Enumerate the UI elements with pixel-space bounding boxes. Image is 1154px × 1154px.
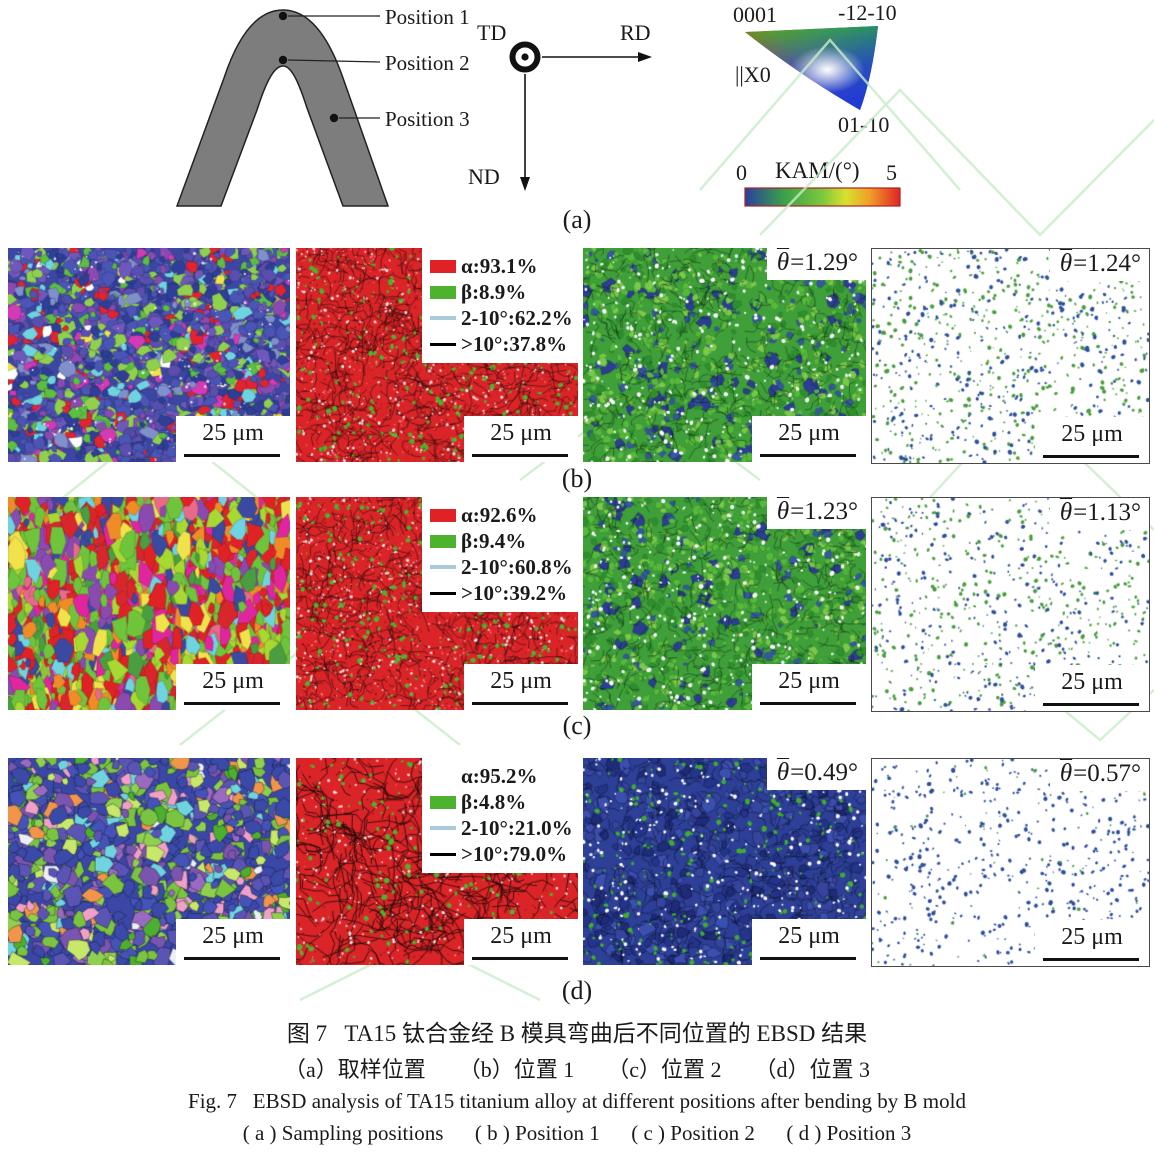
substructure-map-position-3: θ=0.57° 25 μm bbox=[871, 758, 1150, 967]
nd-arrowhead bbox=[520, 177, 530, 191]
kam-colorbar bbox=[744, 187, 901, 207]
ipf-axis-label: ||X0 bbox=[735, 62, 771, 87]
position-1-dot bbox=[278, 11, 288, 21]
ipf-corner-0001: 0001 bbox=[733, 2, 777, 27]
substructure-map-position-2: θ=1.13° 25 μm bbox=[871, 497, 1150, 712]
scale-bar: 25 μm bbox=[176, 664, 290, 710]
scale-bar: 25 μm bbox=[752, 664, 866, 710]
phase-legend: α:92.6% β:9.4% 2-10°:60.8% >10°:39.2% bbox=[422, 497, 578, 612]
phase-map-position-2: α:92.6% β:9.4% 2-10°:60.8% >10°:39.2% 25… bbox=[296, 497, 578, 710]
mean-kam-annotation: θ=1.24° bbox=[1049, 249, 1149, 281]
row-d-label: (d) bbox=[561, 976, 593, 1005]
position-1-label: Position 1 bbox=[385, 5, 470, 29]
hagb-swatch bbox=[430, 591, 456, 595]
beta-swatch bbox=[430, 534, 456, 548]
bent-part-outline bbox=[175, 9, 390, 207]
panel-a-label: (a) bbox=[562, 205, 592, 234]
hagb-swatch bbox=[430, 342, 456, 346]
kam-map-position-1: θ=1.29° 25 μm bbox=[583, 248, 866, 462]
td-axis-label: TD bbox=[477, 20, 506, 45]
kam-bar-min: 0 bbox=[736, 160, 747, 185]
scale-bar: 25 μm bbox=[1035, 920, 1149, 966]
td-dot bbox=[521, 53, 529, 61]
rd-arrowhead bbox=[638, 52, 652, 62]
alpha-swatch bbox=[430, 259, 456, 273]
kam-map-position-2: θ=1.23° 25 μm bbox=[583, 497, 866, 710]
position-3-label: Position 3 bbox=[385, 107, 470, 131]
mean-kam-annotation: θ=0.57° bbox=[1049, 759, 1149, 791]
substructure-map-position-1: θ=1.24° 25 μm bbox=[871, 248, 1150, 464]
scale-bar: 25 μm bbox=[1035, 665, 1149, 711]
alpha-swatch bbox=[430, 770, 456, 783]
phase-map-position-3: α:95.2% β:4.8% 2-10°:21.0% >10°:79.0% 25… bbox=[296, 758, 578, 965]
alpha-swatch bbox=[430, 508, 456, 522]
nd-axis-label: ND bbox=[468, 164, 500, 189]
row-position-3: 25 μm α:95.2% β:4.8% 2-10°:21.0% >10°:79… bbox=[0, 758, 1154, 1008]
kam-bar-title: KAM/(°) bbox=[775, 158, 860, 183]
caption-en-title: Fig. 7 EBSD analysis of TA15 titanium al… bbox=[188, 1089, 966, 1113]
hagb-swatch bbox=[430, 852, 456, 856]
ipf-corner--12-10: -12-10 bbox=[838, 0, 897, 25]
mean-kam-annotation: θ=0.49° bbox=[766, 758, 866, 790]
rd-axis-label: RD bbox=[620, 20, 651, 45]
kam-bar-max: 5 bbox=[886, 160, 897, 185]
scale-bar: 25 μm bbox=[176, 919, 290, 965]
scale-bar: 25 μm bbox=[464, 664, 578, 710]
ipf-map-position-3: 25 μm bbox=[8, 758, 290, 965]
position-2-label: Position 2 bbox=[385, 51, 470, 75]
scale-bar: 25 μm bbox=[176, 416, 290, 462]
scale-bar: 25 μm bbox=[464, 919, 578, 965]
row-position-1: 25 μm α:93.1% β:8.9% 2-10°:62.2% >10°:37… bbox=[0, 248, 1154, 496]
kam-map-position-3: θ=0.49° 25 μm bbox=[583, 758, 866, 965]
position-3-dot bbox=[329, 113, 339, 123]
ipf-map-position-1: 25 μm bbox=[8, 248, 290, 462]
lagb-swatch bbox=[430, 826, 456, 830]
ipf-corner-01-10: 01-10 bbox=[838, 112, 889, 137]
lagb-swatch bbox=[430, 565, 456, 569]
row-c-label: (c) bbox=[562, 711, 592, 740]
scale-bar: 25 μm bbox=[752, 919, 866, 965]
mean-kam-annotation: θ=1.13° bbox=[1049, 498, 1149, 530]
row-b-label: (b) bbox=[561, 464, 593, 493]
ipf-map-position-2: 25 μm bbox=[8, 497, 290, 710]
phase-legend: α:93.1% β:8.9% 2-10°:62.2% >10°:37.8% bbox=[422, 248, 578, 363]
scale-bar: 25 μm bbox=[752, 416, 866, 462]
scale-bar: 25 μm bbox=[1035, 417, 1149, 463]
phase-legend: α:95.2% β:4.8% 2-10°:21.0% >10°:79.0% bbox=[422, 758, 578, 873]
caption-zh-title: 图 7 TA15 钛合金经 B 模具弯曲后不同位置的 EBSD 结果 bbox=[286, 1021, 868, 1046]
phase-map-position-1: α:93.1% β:8.9% 2-10°:62.2% >10°:37.8% 25… bbox=[296, 248, 578, 462]
beta-swatch bbox=[430, 285, 456, 299]
position-2-leader bbox=[287, 59, 381, 63]
lagb-swatch bbox=[430, 316, 456, 320]
caption-en-sub: ( a ) Sampling positions ( b ) Position … bbox=[242, 1121, 912, 1145]
caption-zh-sub: （a）取样位置 （b）位置 1 （c）位置 2 （d）位置 3 bbox=[283, 1057, 871, 1082]
row-position-2: 25 μm α:92.6% β:9.4% 2-10°:60.8% >10°:39… bbox=[0, 497, 1154, 745]
mean-kam-annotation: θ=1.29° bbox=[766, 248, 866, 280]
mean-kam-annotation: θ=1.23° bbox=[766, 497, 866, 529]
td-out-of-plane-icon bbox=[509, 41, 541, 73]
position-2-dot bbox=[278, 55, 288, 65]
scale-bar: 25 μm bbox=[464, 416, 578, 462]
beta-swatch bbox=[430, 795, 456, 809]
